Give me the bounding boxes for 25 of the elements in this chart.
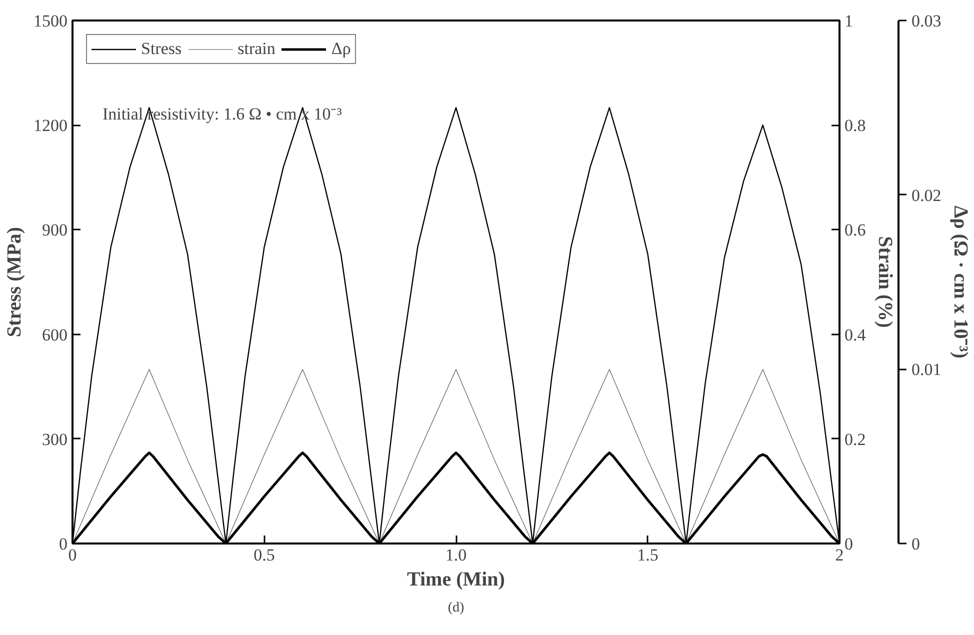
y-tick-label: 1200: [34, 116, 68, 136]
x-tick-label: 0.5: [254, 546, 275, 564]
x-tick-label: 2: [835, 546, 844, 564]
y2-tick-label: 0.4: [844, 325, 866, 344]
x-tick-label: 1.0: [445, 546, 467, 564]
y3-tick-label: 0.01: [912, 360, 942, 380]
y2-tick-label: 0.6: [844, 220, 866, 240]
legend-label: Δρ: [331, 39, 352, 59]
y-tick-label: 300: [42, 430, 68, 449]
x-axis-title: Time (Min): [407, 568, 505, 590]
y3-tick-label: 0.02: [912, 186, 942, 205]
text: (d): [448, 600, 464, 616]
x-tick-label: 1.5: [637, 546, 658, 564]
y-tick-label: 1500: [34, 12, 68, 30]
y2-tick-label: 0.8: [844, 116, 866, 136]
y3-axis-title: Δρ (Ω · cm x 10⁻³): [949, 206, 972, 358]
y2-tick-label: 1: [844, 12, 853, 30]
y-tick-label: 900: [42, 220, 68, 240]
y2-axis-title: Strain (%): [874, 236, 896, 328]
y3-tick-label: 0.03: [912, 12, 942, 30]
legend-label: Stress: [141, 39, 182, 59]
y-tick-label: 600: [42, 325, 68, 344]
y-axis-title: Stress (MPa): [4, 226, 26, 338]
legend-label: strain: [238, 39, 276, 59]
y2-tick-label: 0.2: [844, 430, 866, 449]
